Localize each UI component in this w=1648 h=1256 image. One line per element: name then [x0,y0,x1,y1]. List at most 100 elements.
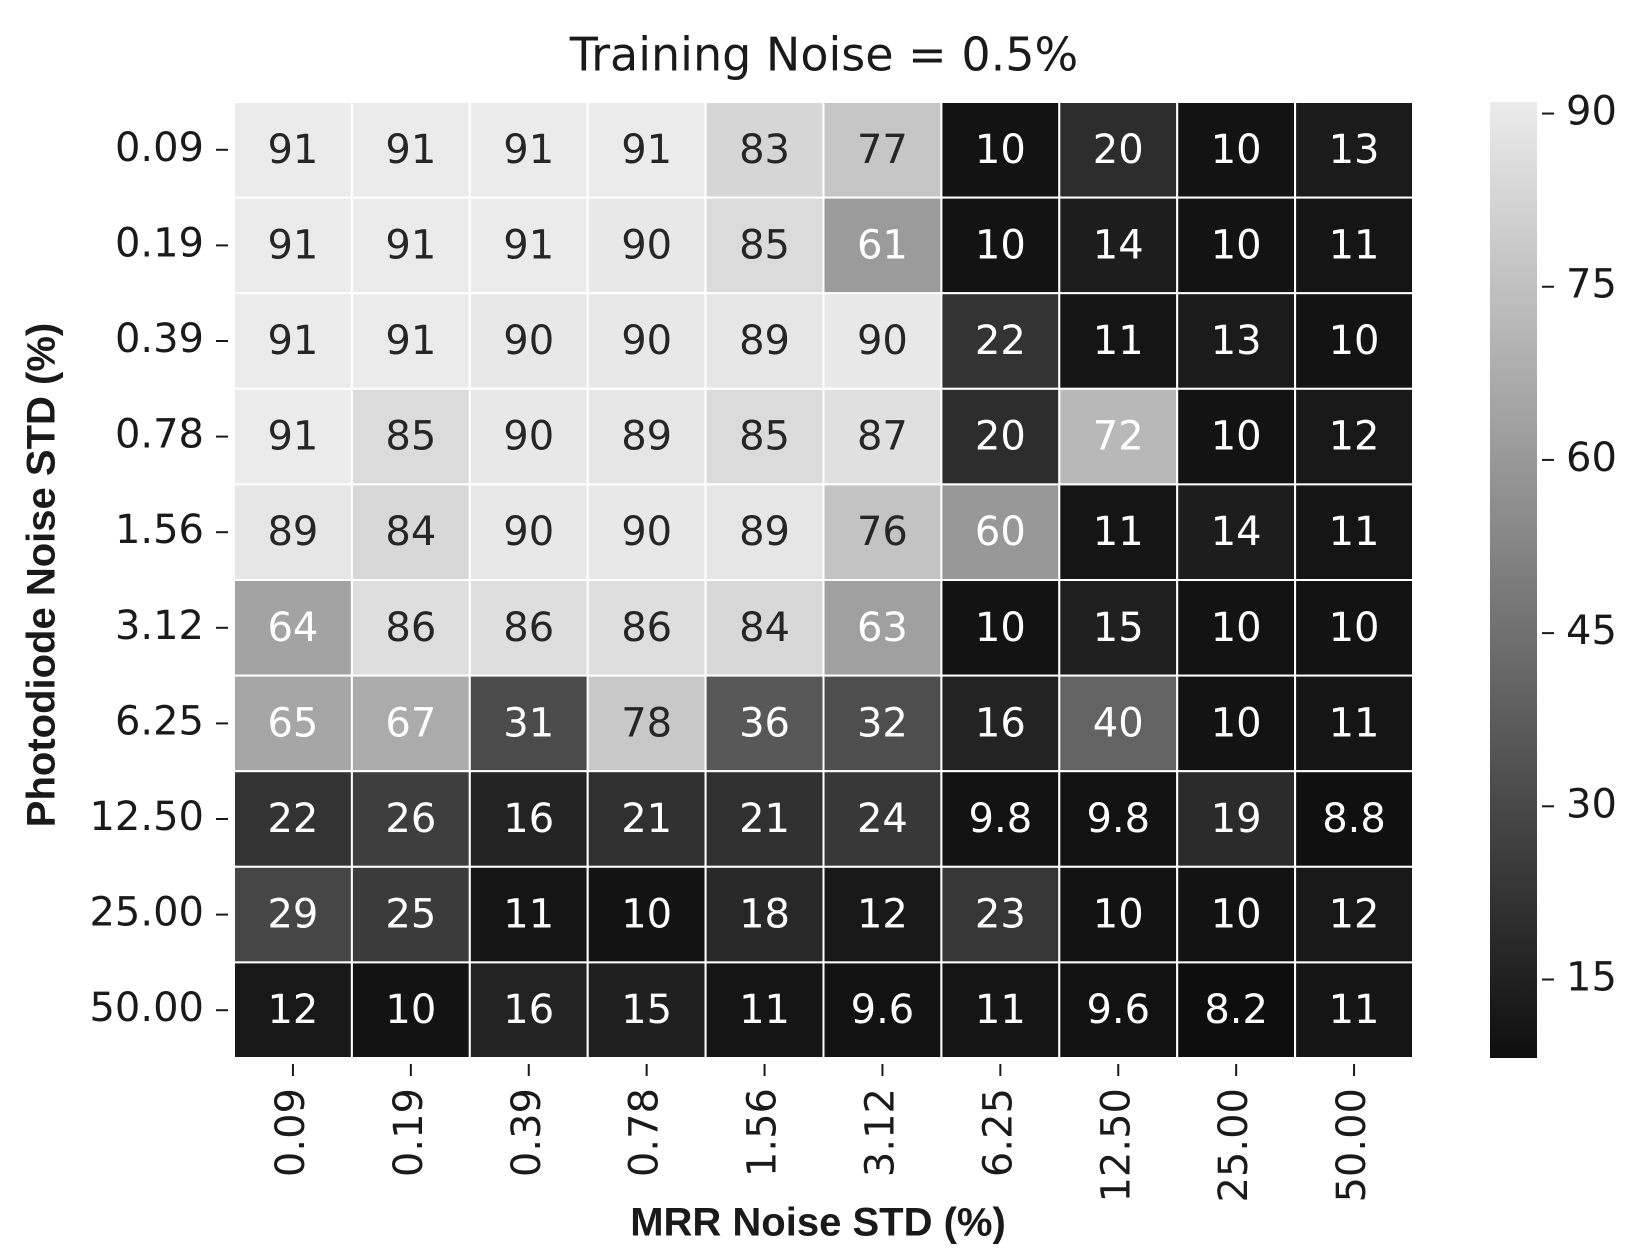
cell-label: 90 [503,509,554,555]
heatmap-cell [1176,196,1297,295]
x-tick-label: 3.12 [857,1088,903,1177]
cell-label: 10 [1211,222,1262,268]
cell-label: 83 [739,127,790,173]
heatmap-cell [1176,387,1297,486]
x-tick-label: 6.25 [975,1088,1021,1177]
heatmap-cell [350,196,471,295]
heatmap-cell [1176,770,1297,868]
cell-label: 11 [1329,509,1380,555]
cell-label: 90 [503,414,554,460]
heatmap-cell [704,483,825,581]
heatmap-cell [1294,387,1414,486]
cell-label: 16 [975,700,1026,746]
cell-label: 10 [1211,700,1262,746]
cell-label: 61 [857,222,908,268]
cell-label: 91 [267,222,318,268]
cell-label: 14 [1093,222,1144,268]
cell-label: 18 [739,892,790,938]
cell-label: 91 [503,222,554,268]
heatmap-cell [822,483,943,581]
heatmap-cell [1294,674,1414,773]
cell-label: 60 [975,509,1026,555]
cell-label: 10 [975,222,1026,268]
heatmap-cell [704,292,825,390]
y-tick-label: 50.00 [89,985,204,1031]
cell-label: 10 [1211,414,1262,460]
heatmap-cell [1294,865,1414,964]
heatmap-cell [822,387,943,486]
heatmap-cell [940,483,1061,581]
cell-label: 21 [621,796,672,842]
heatmap-cell [586,865,707,964]
cell-label: 24 [857,796,908,842]
cell-label: 11 [739,987,790,1033]
cell-label: 26 [385,796,436,842]
heatmap-cell [1176,579,1297,677]
colorbar-tick-label: 60 [1566,435,1617,481]
heatmap-cell [350,865,471,964]
x-tick-label: 50.00 [1329,1088,1375,1203]
x-tick-label: 0.19 [386,1088,432,1177]
colorbar [1490,102,1537,1058]
heatmap-cell [350,483,471,581]
heatmap-cell [1176,865,1297,964]
heatmap-cell [350,101,471,199]
heatmap-cell [940,387,1061,486]
cell-label: 72 [1093,414,1144,460]
cell-label: 13 [1329,127,1380,173]
cell-label: 10 [385,987,436,1033]
x-tick-label: 0.78 [622,1088,668,1177]
cell-label: 12 [267,987,318,1033]
heatmap-cell [233,387,353,486]
cell-label: 91 [267,127,318,173]
cell-label: 10 [1329,605,1380,651]
colorbar-tick-label: 45 [1566,608,1617,654]
cell-label: 91 [385,318,436,364]
y-tick-label: 12.50 [89,794,204,840]
y-tick-label: 25.00 [89,890,204,936]
heatmap-cell [233,292,353,390]
heatmap-cell [822,101,943,199]
heatmap-cell [940,674,1061,773]
heatmap-cell [940,196,1061,295]
cell-label: 19 [1211,796,1262,842]
cell-label: 10 [975,605,1026,651]
y-tick-label: 0.09 [115,125,204,171]
heatmap-cell [704,579,825,677]
cell-label: 21 [739,796,790,842]
cell-label: 89 [267,509,318,555]
x-tick-label: 0.39 [504,1088,550,1177]
cell-label: 11 [1329,987,1380,1033]
heatmap-cell [586,674,707,773]
cell-label: 20 [975,414,1026,460]
cell-label: 91 [267,414,318,460]
cell-label: 11 [1329,222,1380,268]
cell-label: 10 [975,127,1026,173]
cell-label: 86 [503,605,554,651]
cell-label: 87 [857,414,908,460]
heatmap-cell [233,674,353,773]
cell-label: 65 [267,700,318,746]
heatmap-cell [586,579,707,677]
cell-label: 90 [621,509,672,555]
heatmap-cell [468,101,589,199]
heatmap-cell [1058,865,1179,964]
cell-label: 11 [1329,700,1380,746]
heatmap-cell [1058,196,1179,295]
cell-label: 64 [267,605,318,651]
cell-label: 9.6 [1086,987,1150,1033]
cell-label: 32 [857,700,908,746]
heatmap-cell [1058,292,1179,390]
cell-label: 91 [385,127,436,173]
cell-label: 8.8 [1322,796,1386,842]
colorbar-tick-label: 75 [1566,262,1617,308]
cell-label: 86 [621,605,672,651]
heatmap-cell [586,770,707,868]
heatmap-cell [1176,483,1297,581]
cell-label: 40 [1093,700,1144,746]
heatmap-cell [1176,674,1297,773]
heatmap-cell [468,292,589,390]
cell-label: 91 [385,222,436,268]
cell-label: 10 [621,892,672,938]
heatmap-cell [350,770,471,868]
